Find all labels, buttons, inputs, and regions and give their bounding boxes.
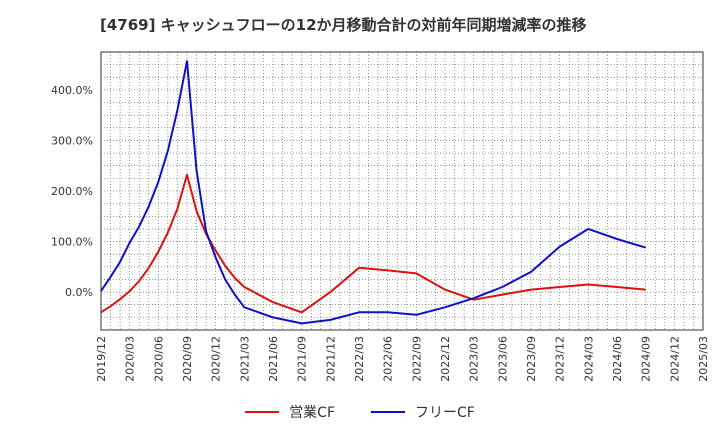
y-tick-label: 400.0% <box>51 84 93 97</box>
chart-title: [4769] キャッシュフローの12か月移動合計の対前年同期増減率の推移 <box>100 16 587 34</box>
y-tick-label: 200.0% <box>51 185 93 198</box>
x-tick-label: 2023/03 <box>468 336 481 382</box>
legend-label-series-0: 営業CF <box>289 405 335 421</box>
y-tick-label: 0.0% <box>65 286 93 299</box>
x-tick-label: 2024/09 <box>640 336 653 382</box>
x-tick-label: 2022/09 <box>410 336 423 382</box>
x-tick-label: 2023/12 <box>554 336 567 382</box>
x-tick-label: 2020/12 <box>210 336 223 382</box>
legend-item-series-1: フリーCF <box>371 402 475 422</box>
y-tick-label: 100.0% <box>51 236 93 249</box>
legend-swatch-series-0 <box>245 411 280 413</box>
x-tick-label: 2020/09 <box>181 336 194 382</box>
x-tick-label: 2023/09 <box>525 336 538 382</box>
x-tick-label: 2024/06 <box>611 336 624 382</box>
x-tick-label: 2020/06 <box>152 336 165 382</box>
x-tick-label: 2020/03 <box>124 336 137 382</box>
legend-item-series-0: 営業CF <box>245 402 335 422</box>
x-tick-label: 2021/12 <box>324 336 337 382</box>
series-line-0 <box>100 173 646 314</box>
x-tick-label: 2022/12 <box>439 336 452 382</box>
x-tick-label: 2022/03 <box>353 336 366 382</box>
legend-swatch-series-1 <box>371 411 405 413</box>
x-tick-label: 2025/03 <box>697 336 710 382</box>
x-tick-label: 2021/03 <box>238 336 251 382</box>
x-tick-label: 2024/03 <box>582 336 595 382</box>
series-line-1 <box>100 60 646 325</box>
legend: 営業CF フリーCF <box>0 402 720 422</box>
x-tick-label: 2023/06 <box>496 336 509 382</box>
x-tick-label: 2022/06 <box>382 336 395 382</box>
y-tick-label: 300.0% <box>51 134 93 147</box>
x-tick-label: 2021/06 <box>267 336 280 382</box>
legend-label-series-1: フリーCF <box>415 405 475 421</box>
x-tick-label: 2024/12 <box>668 336 681 382</box>
x-tick-label: 2021/09 <box>296 336 309 382</box>
x-tick-label: 2019/12 <box>95 336 108 382</box>
